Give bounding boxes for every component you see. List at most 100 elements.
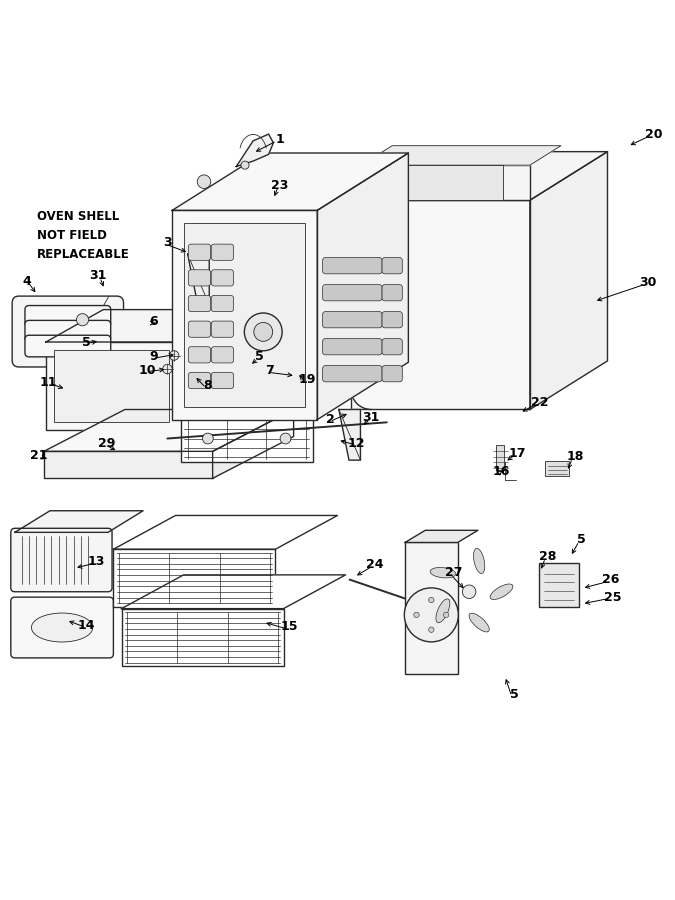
FancyBboxPatch shape	[11, 598, 113, 658]
Polygon shape	[44, 410, 294, 452]
Polygon shape	[351, 151, 608, 200]
Circle shape	[287, 365, 300, 379]
Circle shape	[202, 433, 213, 444]
FancyBboxPatch shape	[323, 338, 382, 355]
Text: 23: 23	[271, 179, 289, 192]
FancyBboxPatch shape	[382, 257, 402, 274]
Circle shape	[462, 585, 476, 598]
Text: 5: 5	[510, 688, 518, 701]
Circle shape	[197, 175, 211, 188]
Polygon shape	[361, 146, 561, 165]
Circle shape	[244, 313, 282, 351]
Text: 29: 29	[98, 436, 115, 450]
Bar	[405, 543, 458, 674]
Text: 11: 11	[40, 376, 57, 389]
Text: REPLACEABLE: REPLACEABLE	[37, 248, 130, 261]
Text: OVEN SHELL: OVEN SHELL	[37, 211, 119, 223]
Bar	[181, 415, 313, 463]
Text: 25: 25	[604, 590, 622, 604]
Text: 13: 13	[87, 555, 105, 568]
Circle shape	[429, 627, 434, 633]
Bar	[113, 549, 275, 607]
Polygon shape	[405, 530, 478, 543]
Text: 26: 26	[602, 573, 620, 586]
Text: 31: 31	[362, 411, 380, 424]
Text: 19: 19	[298, 373, 316, 385]
FancyBboxPatch shape	[382, 311, 402, 328]
FancyBboxPatch shape	[211, 321, 234, 338]
FancyBboxPatch shape	[188, 346, 211, 363]
Bar	[46, 342, 178, 430]
Polygon shape	[317, 153, 408, 419]
FancyBboxPatch shape	[11, 528, 112, 592]
Ellipse shape	[490, 584, 513, 599]
Bar	[184, 222, 305, 408]
Circle shape	[241, 161, 249, 169]
Text: 31: 31	[89, 269, 107, 283]
Text: 21: 21	[30, 449, 48, 462]
Text: 5: 5	[82, 336, 90, 348]
Circle shape	[414, 612, 419, 617]
FancyBboxPatch shape	[188, 373, 211, 389]
FancyBboxPatch shape	[211, 270, 234, 286]
Text: 4: 4	[23, 274, 31, 288]
Text: 1: 1	[276, 133, 284, 146]
FancyBboxPatch shape	[323, 311, 382, 328]
FancyBboxPatch shape	[382, 365, 402, 382]
FancyBboxPatch shape	[188, 295, 211, 311]
Ellipse shape	[469, 613, 489, 632]
Text: 30: 30	[639, 276, 657, 289]
Polygon shape	[172, 153, 408, 211]
Text: 3: 3	[163, 236, 171, 248]
FancyBboxPatch shape	[211, 346, 234, 363]
Circle shape	[404, 588, 458, 642]
Polygon shape	[213, 410, 294, 479]
Bar	[351, 200, 530, 410]
FancyBboxPatch shape	[211, 244, 234, 260]
Text: 17: 17	[508, 447, 526, 460]
Circle shape	[443, 612, 449, 617]
Bar	[122, 608, 284, 666]
Text: 6: 6	[150, 315, 158, 328]
FancyBboxPatch shape	[188, 244, 211, 260]
FancyBboxPatch shape	[382, 338, 402, 355]
Text: 20: 20	[645, 128, 662, 140]
Bar	[54, 350, 169, 421]
FancyBboxPatch shape	[211, 295, 234, 311]
FancyBboxPatch shape	[25, 336, 111, 357]
Polygon shape	[188, 254, 209, 305]
Text: 9: 9	[150, 350, 158, 364]
Ellipse shape	[474, 548, 485, 573]
FancyBboxPatch shape	[188, 321, 211, 338]
FancyBboxPatch shape	[211, 373, 234, 389]
Circle shape	[254, 322, 273, 341]
Bar	[375, 165, 503, 200]
FancyBboxPatch shape	[323, 257, 382, 274]
Bar	[172, 211, 317, 419]
Ellipse shape	[436, 598, 450, 623]
FancyBboxPatch shape	[323, 365, 382, 382]
FancyBboxPatch shape	[188, 270, 211, 286]
Polygon shape	[46, 310, 235, 342]
FancyBboxPatch shape	[25, 305, 111, 328]
Text: 2: 2	[327, 413, 335, 426]
Polygon shape	[339, 410, 360, 460]
Circle shape	[163, 364, 172, 373]
Circle shape	[429, 598, 434, 603]
Polygon shape	[122, 575, 346, 608]
Text: 8: 8	[204, 380, 212, 392]
Polygon shape	[236, 134, 273, 166]
Circle shape	[169, 351, 179, 360]
FancyBboxPatch shape	[323, 284, 382, 301]
FancyBboxPatch shape	[12, 296, 124, 367]
Bar	[496, 445, 504, 470]
Bar	[192, 364, 196, 383]
Text: 7: 7	[266, 364, 274, 377]
Polygon shape	[530, 151, 608, 410]
Polygon shape	[113, 516, 338, 549]
Circle shape	[280, 433, 291, 444]
Text: 14: 14	[78, 619, 95, 632]
Ellipse shape	[31, 613, 92, 642]
Text: 27: 27	[445, 566, 462, 580]
Circle shape	[76, 313, 88, 326]
